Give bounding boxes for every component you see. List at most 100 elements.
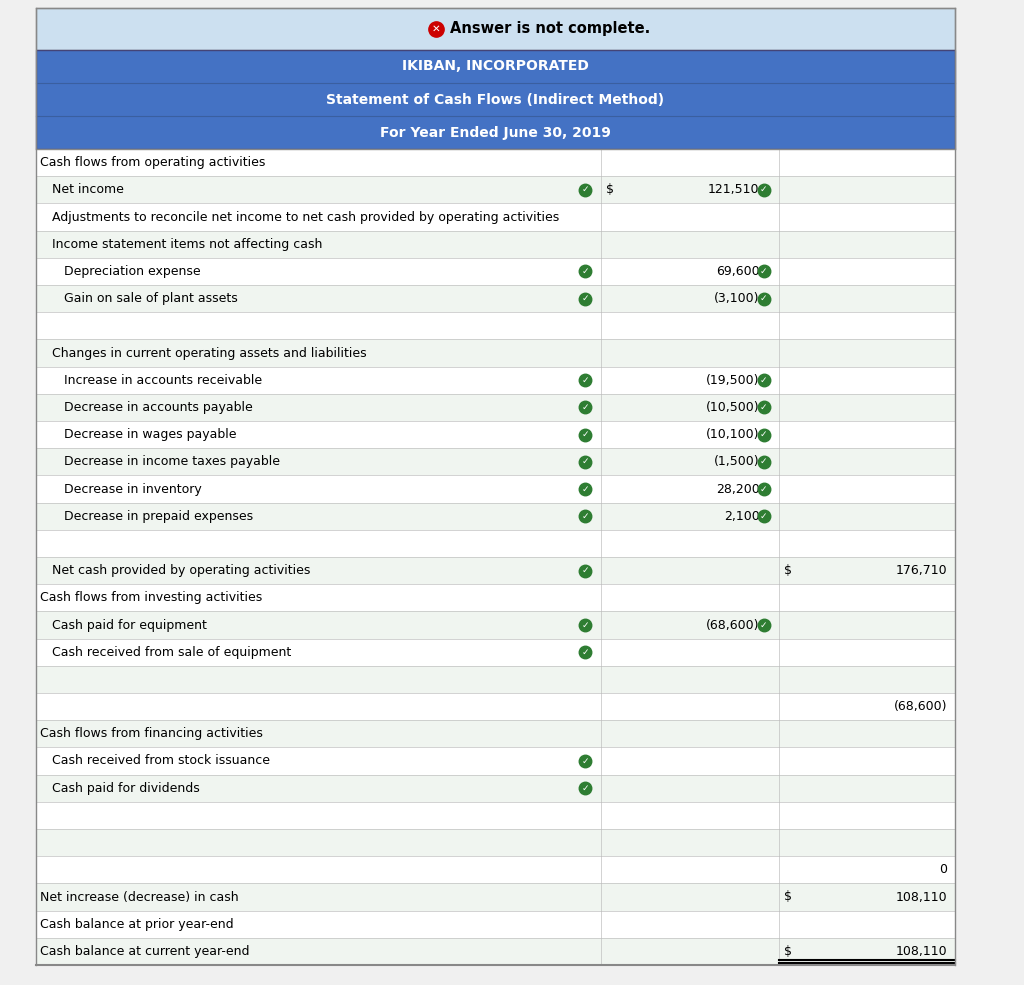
- Text: ✓: ✓: [582, 267, 589, 276]
- FancyBboxPatch shape: [36, 340, 955, 366]
- Text: (3,100): (3,100): [714, 293, 760, 305]
- Text: Decrease in prepaid expenses: Decrease in prepaid expenses: [40, 509, 253, 523]
- Text: ✓: ✓: [582, 430, 589, 439]
- Text: ✕: ✕: [432, 24, 440, 34]
- FancyBboxPatch shape: [36, 802, 955, 829]
- FancyBboxPatch shape: [36, 693, 955, 720]
- Text: ✓: ✓: [582, 185, 589, 194]
- Text: ✓: ✓: [760, 511, 767, 521]
- FancyBboxPatch shape: [36, 748, 955, 774]
- Text: ✓: ✓: [582, 457, 589, 466]
- Text: (10,500): (10,500): [706, 401, 760, 414]
- Text: (10,100): (10,100): [707, 428, 760, 441]
- FancyBboxPatch shape: [36, 394, 955, 421]
- Text: ✓: ✓: [760, 485, 767, 493]
- Text: (19,500): (19,500): [707, 373, 760, 387]
- Text: $: $: [783, 890, 792, 903]
- FancyBboxPatch shape: [36, 910, 955, 938]
- Text: ✓: ✓: [582, 648, 589, 657]
- Text: Decrease in accounts payable: Decrease in accounts payable: [40, 401, 253, 414]
- FancyBboxPatch shape: [36, 312, 955, 340]
- Text: $: $: [606, 183, 614, 196]
- Text: IKIBAN, INCORPORATED: IKIBAN, INCORPORATED: [402, 59, 589, 74]
- Text: Increase in accounts receivable: Increase in accounts receivable: [40, 373, 262, 387]
- FancyBboxPatch shape: [36, 203, 955, 230]
- FancyBboxPatch shape: [36, 638, 955, 666]
- FancyBboxPatch shape: [36, 829, 955, 856]
- Text: Gain on sale of plant assets: Gain on sale of plant assets: [40, 293, 238, 305]
- Text: 121,510: 121,510: [708, 183, 760, 196]
- FancyBboxPatch shape: [36, 720, 955, 748]
- Text: 2,100: 2,100: [724, 509, 760, 523]
- Text: ✓: ✓: [582, 485, 589, 493]
- Text: (68,600): (68,600): [894, 700, 947, 713]
- Text: ✓: ✓: [760, 267, 767, 276]
- Text: (68,600): (68,600): [707, 619, 760, 631]
- Text: 108,110: 108,110: [895, 945, 947, 957]
- Text: ✓: ✓: [582, 295, 589, 303]
- Text: Answer is not complete.: Answer is not complete.: [450, 22, 650, 36]
- FancyBboxPatch shape: [36, 584, 955, 612]
- Text: Cash paid for dividends: Cash paid for dividends: [40, 782, 200, 795]
- Text: ✓: ✓: [760, 457, 767, 466]
- FancyBboxPatch shape: [36, 448, 955, 476]
- FancyBboxPatch shape: [36, 774, 955, 802]
- Text: ✓: ✓: [760, 295, 767, 303]
- Text: Net income: Net income: [40, 183, 124, 196]
- FancyBboxPatch shape: [36, 557, 955, 584]
- Text: Decrease in income taxes payable: Decrease in income taxes payable: [40, 455, 280, 468]
- Text: Cash balance at current year-end: Cash balance at current year-end: [40, 945, 250, 957]
- Text: ✓: ✓: [760, 403, 767, 412]
- Text: ✓: ✓: [760, 375, 767, 385]
- Text: ✓: ✓: [760, 430, 767, 439]
- FancyBboxPatch shape: [36, 50, 955, 149]
- Text: $: $: [783, 564, 792, 577]
- FancyBboxPatch shape: [36, 176, 955, 203]
- FancyBboxPatch shape: [36, 502, 955, 530]
- FancyBboxPatch shape: [36, 856, 955, 884]
- Text: ✓: ✓: [582, 511, 589, 521]
- Text: ✓: ✓: [582, 566, 589, 575]
- Text: Cash balance at prior year-end: Cash balance at prior year-end: [40, 918, 233, 931]
- Text: $: $: [783, 945, 792, 957]
- FancyBboxPatch shape: [36, 530, 955, 557]
- FancyBboxPatch shape: [36, 366, 955, 394]
- Text: Net increase (decrease) in cash: Net increase (decrease) in cash: [40, 890, 239, 903]
- Text: Income statement items not affecting cash: Income statement items not affecting cas…: [40, 237, 323, 251]
- Text: Cash paid for equipment: Cash paid for equipment: [40, 619, 207, 631]
- FancyBboxPatch shape: [36, 285, 955, 312]
- Text: Adjustments to reconcile net income to net cash provided by operating activities: Adjustments to reconcile net income to n…: [40, 211, 559, 224]
- Text: 176,710: 176,710: [895, 564, 947, 577]
- Text: ✓: ✓: [760, 185, 767, 194]
- Text: 28,200: 28,200: [716, 483, 760, 495]
- Text: Cash received from stock issuance: Cash received from stock issuance: [40, 755, 270, 767]
- Text: ✓: ✓: [582, 403, 589, 412]
- Text: Decrease in wages payable: Decrease in wages payable: [40, 428, 237, 441]
- Text: For Year Ended June 30, 2019: For Year Ended June 30, 2019: [380, 125, 611, 140]
- Text: ✓: ✓: [582, 621, 589, 629]
- Text: Cash flows from financing activities: Cash flows from financing activities: [40, 727, 263, 741]
- Text: Cash received from sale of equipment: Cash received from sale of equipment: [40, 646, 291, 659]
- Text: 108,110: 108,110: [895, 890, 947, 903]
- Text: 69,600: 69,600: [716, 265, 760, 278]
- Text: 0: 0: [939, 863, 947, 877]
- Text: Net cash provided by operating activities: Net cash provided by operating activitie…: [40, 564, 310, 577]
- Text: ✓: ✓: [760, 621, 767, 629]
- Text: Decrease in inventory: Decrease in inventory: [40, 483, 202, 495]
- FancyBboxPatch shape: [36, 149, 955, 176]
- FancyBboxPatch shape: [36, 938, 955, 965]
- Text: Cash flows from operating activities: Cash flows from operating activities: [40, 156, 265, 169]
- Text: ✓: ✓: [582, 375, 589, 385]
- Text: Statement of Cash Flows (Indirect Method): Statement of Cash Flows (Indirect Method…: [327, 93, 665, 106]
- FancyBboxPatch shape: [36, 612, 955, 638]
- Text: ✓: ✓: [582, 784, 589, 793]
- Text: Cash flows from investing activities: Cash flows from investing activities: [40, 591, 262, 605]
- Text: Depreciation expense: Depreciation expense: [40, 265, 201, 278]
- FancyBboxPatch shape: [36, 666, 955, 693]
- Text: Changes in current operating assets and liabilities: Changes in current operating assets and …: [40, 347, 367, 360]
- FancyBboxPatch shape: [36, 421, 955, 448]
- FancyBboxPatch shape: [36, 230, 955, 258]
- FancyBboxPatch shape: [36, 258, 955, 285]
- Text: (1,500): (1,500): [714, 455, 760, 468]
- Text: ✓: ✓: [582, 756, 589, 765]
